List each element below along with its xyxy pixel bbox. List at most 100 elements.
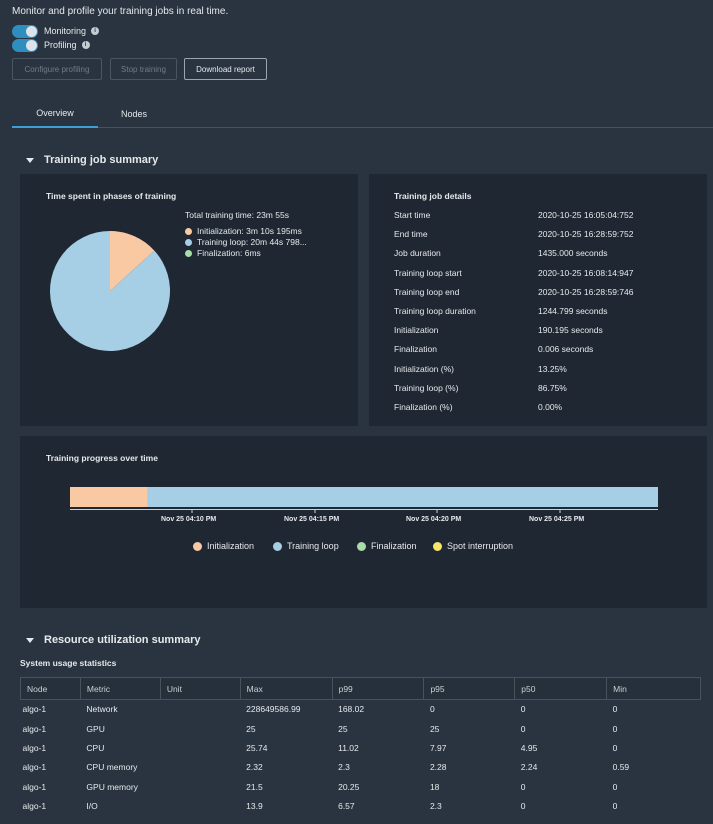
table-cell: algo-1 bbox=[22, 762, 47, 773]
tab-bar: Overview Nodes bbox=[12, 100, 713, 128]
column-header[interactable]: Metric bbox=[79, 677, 161, 700]
timeline-legend-item: Finalization bbox=[357, 541, 417, 551]
table-row: algo-1 I/O 13.9 6.57 2.3 0 0 bbox=[21, 796, 701, 815]
column-header[interactable]: p50 bbox=[514, 677, 608, 700]
resource-summary-header[interactable]: Resource utilization summary bbox=[26, 634, 201, 646]
tab-overview[interactable]: Overview bbox=[12, 100, 98, 128]
table-cell: I/O bbox=[86, 801, 98, 812]
table-row: algo-1 GPU memory 21.5 20.25 18 0 0 bbox=[21, 777, 701, 796]
detail-key: Training loop duration bbox=[394, 306, 476, 316]
column-header[interactable]: Max bbox=[239, 677, 333, 700]
table-row: algo-1 Network 228649586.99 168.02 0 0 0 bbox=[21, 700, 701, 719]
progress-timeline bbox=[70, 487, 658, 513]
table-cell: 2.24 bbox=[520, 762, 538, 773]
info-icon[interactable]: i bbox=[81, 41, 90, 49]
legend-label: Initialization: 3m 10s 195ms bbox=[197, 226, 302, 236]
detail-value: 13.25% bbox=[538, 363, 567, 374]
tab-nodes[interactable]: Nodes bbox=[120, 109, 147, 119]
detail-value: 2020-10-25 16:28:59:752 bbox=[538, 229, 634, 240]
details-panel bbox=[369, 174, 707, 426]
column-header[interactable]: p95 bbox=[423, 677, 516, 700]
table-cell: CPU bbox=[86, 742, 105, 753]
phases-panel-title: Time spent in phases of training bbox=[46, 191, 177, 201]
timeline-legend-item: Training loop bbox=[273, 541, 339, 551]
table-cell: 18 bbox=[429, 781, 440, 792]
axis-tick-label: Nov 25 04:25 PM bbox=[529, 516, 585, 523]
page-subtitle: Monitor and profile your training jobs i… bbox=[12, 6, 229, 17]
table-cell: Network bbox=[86, 704, 118, 715]
monitoring-toggle-row: Monitoring i bbox=[12, 24, 100, 38]
pie-total-label: Total training time: 23m 55s bbox=[185, 210, 289, 220]
column-header[interactable]: Node bbox=[20, 677, 81, 700]
timeline-bar-initialization[interactable] bbox=[70, 487, 148, 507]
detail-value: 2020-10-25 16:28:59:746 bbox=[538, 286, 634, 297]
profiling-toggle[interactable] bbox=[12, 38, 38, 52]
progress-panel bbox=[20, 436, 707, 608]
table-cell: algo-1 bbox=[22, 801, 47, 812]
profiling-toggle-row: Profiling i bbox=[12, 38, 90, 52]
detail-value: 1435.000 seconds bbox=[538, 248, 608, 259]
table-cell: 2.28 bbox=[429, 762, 447, 773]
legend-label: Training loop: 20m 44s 798... bbox=[197, 237, 307, 247]
resource-summary-title: Resource utilization summary bbox=[44, 634, 201, 646]
legend-label: Finalization: 6ms bbox=[197, 248, 261, 258]
system-stats-title: System usage statistics bbox=[20, 658, 117, 668]
configure-profiling-button[interactable]: Configure profiling bbox=[12, 58, 102, 80]
table-cell: 0 bbox=[520, 723, 526, 734]
table-cell: 0 bbox=[612, 704, 618, 715]
download-report-button[interactable]: Download report bbox=[184, 58, 267, 80]
detail-value: 2020-10-25 16:05:04:752 bbox=[538, 210, 634, 220]
table-cell bbox=[160, 719, 240, 738]
detail-key: End time bbox=[394, 229, 428, 240]
info-icon[interactable]: i bbox=[91, 27, 100, 35]
pie-slice-initialization[interactable] bbox=[110, 231, 155, 291]
pie-slice-training-loop[interactable] bbox=[50, 231, 171, 351]
table-cell: 228649586.99 bbox=[246, 704, 301, 715]
progress-panel-title: Training progress over time bbox=[46, 453, 158, 463]
table-cell: 13.9 bbox=[246, 801, 263, 812]
table-cell: 0 bbox=[520, 801, 526, 812]
table-row: algo-1 CPU memory 2.32 2.3 2.28 2.24 0.59 bbox=[21, 758, 701, 777]
table-cell: 2.3 bbox=[338, 762, 350, 773]
table-cell: 0.59 bbox=[612, 762, 630, 773]
table-cell: algo-1 bbox=[22, 704, 47, 715]
table-cell: 21.5 bbox=[246, 781, 263, 792]
table-cell: 20.25 bbox=[338, 781, 360, 792]
table-cell: 0 bbox=[612, 742, 618, 753]
table-cell: CPU memory bbox=[86, 762, 138, 773]
legend-label: Initialization bbox=[207, 541, 255, 551]
detail-key: Finalization bbox=[394, 344, 437, 355]
table-cell: 0 bbox=[612, 781, 618, 792]
detail-value: 0.00% bbox=[538, 402, 563, 412]
column-header[interactable]: Unit bbox=[159, 677, 241, 700]
caret-down-icon bbox=[26, 637, 34, 643]
table-cell: algo-1 bbox=[22, 742, 47, 753]
legend-label: Training loop bbox=[287, 541, 339, 551]
table-cell: 168.02 bbox=[338, 704, 365, 715]
phases-pie-chart bbox=[50, 231, 171, 351]
column-header[interactable]: Min bbox=[606, 677, 701, 700]
stop-training-button[interactable]: Stop training bbox=[110, 58, 177, 80]
table-cell: 0 bbox=[520, 704, 526, 715]
table-cell: 0 bbox=[520, 781, 526, 792]
table-cell: 4.95 bbox=[520, 742, 538, 753]
training-summary-title: Training job summary bbox=[44, 154, 159, 166]
table-row: algo-1 GPU 25 25 25 0 0 bbox=[21, 719, 701, 738]
legend-dot bbox=[185, 238, 192, 246]
monitoring-toggle[interactable] bbox=[12, 24, 38, 38]
table-cell bbox=[160, 777, 240, 796]
table-header-row: Node Metric Unit Max p99 p95 p50 Min bbox=[20, 677, 701, 700]
table-cell: 25 bbox=[429, 723, 440, 734]
timeline-bar-training-loop[interactable] bbox=[147, 487, 658, 507]
column-header[interactable]: p99 bbox=[331, 677, 425, 700]
table-cell: 2.3 bbox=[429, 801, 442, 812]
table-cell: 7.97 bbox=[429, 742, 447, 753]
training-summary-header[interactable]: Training job summary bbox=[26, 154, 158, 166]
timeline-legend-item: Spot interruption bbox=[433, 541, 513, 551]
table-cell: algo-1 bbox=[22, 723, 47, 734]
table-cell: 25 bbox=[246, 723, 256, 734]
detail-value: 1244.799 seconds bbox=[538, 306, 608, 316]
legend-dot bbox=[185, 227, 192, 235]
table-cell: 0 bbox=[612, 723, 618, 734]
pie-legend-item: Training loop: 20m 44s 798... bbox=[185, 237, 307, 247]
